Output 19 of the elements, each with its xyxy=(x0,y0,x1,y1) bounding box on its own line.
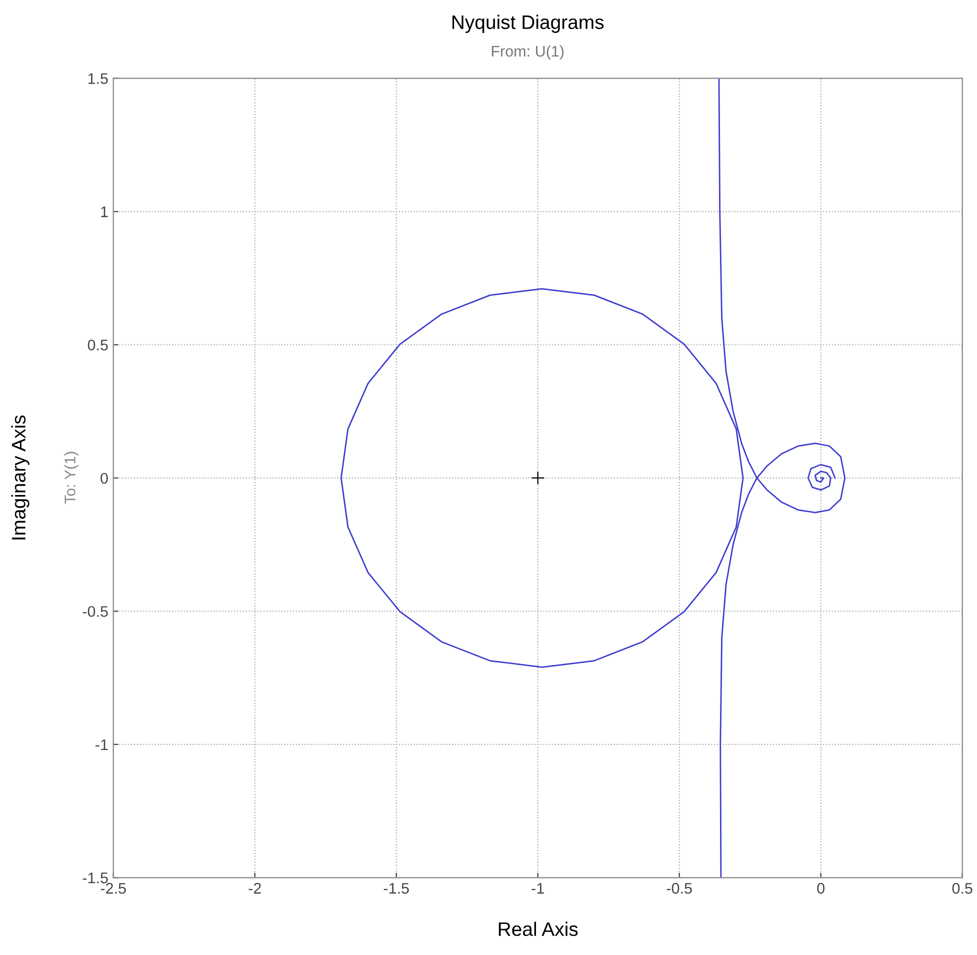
x-tick-label: -2 xyxy=(248,882,261,894)
y-axis-title: Imaginary Axis xyxy=(11,415,30,540)
x-tick-label: -1.5 xyxy=(384,883,409,894)
y-tick-label: 1.5 xyxy=(88,73,108,84)
text: To: Y(1) xyxy=(64,452,78,504)
x-tick-label: 0 xyxy=(817,882,824,894)
chart-subtitle: From: U(1) xyxy=(492,45,564,60)
chart-title: Nyquist Diagrams xyxy=(452,14,604,33)
y-tick-label: -0.5 xyxy=(82,606,108,617)
y-tick-label: 1 xyxy=(101,206,108,218)
y-tick-label: -1.5 xyxy=(82,872,108,884)
x-tick-label: -0.5 xyxy=(666,882,692,894)
x-tick-label: -2.5 xyxy=(100,882,126,894)
x-tick-label: -1 xyxy=(532,883,544,894)
x-tick-label: 0.5 xyxy=(952,882,972,894)
y-tick-label: -1 xyxy=(96,739,108,750)
y-tick-label: 0 xyxy=(100,472,108,484)
y-tick-label: 0.5 xyxy=(88,340,108,350)
x-axis-title: Real Axis xyxy=(498,922,578,936)
